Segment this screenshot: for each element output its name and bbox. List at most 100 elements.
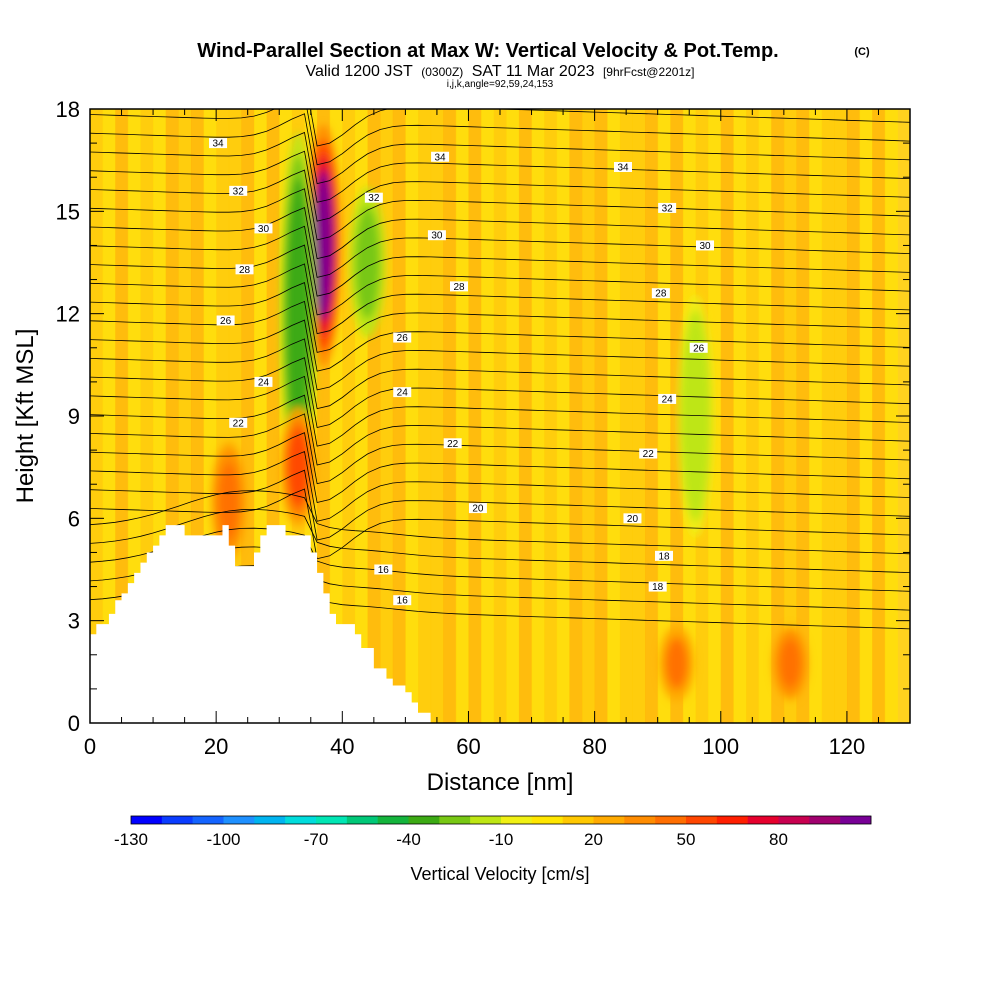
field-strip	[670, 109, 684, 723]
colorbar-swatch	[716, 816, 748, 824]
colorbar-swatch	[501, 816, 533, 824]
contour-label-bg	[209, 138, 228, 149]
contour-line	[90, 113, 910, 185]
colorbar-swatch	[747, 816, 779, 824]
contour-label: 26	[693, 343, 705, 354]
x-tick-label: 100	[702, 734, 739, 759]
contour-label: 18	[658, 551, 670, 562]
contour-label: 34	[435, 152, 447, 163]
title-mark: (C)	[854, 46, 870, 58]
colorbar-swatch	[285, 816, 317, 824]
contour-label: 18	[652, 582, 664, 593]
field-strip	[607, 109, 621, 723]
contour-label-bg	[229, 417, 248, 428]
x-tick-label: 0	[84, 734, 96, 759]
contour-lines	[90, 109, 910, 630]
updraft-core	[780, 639, 801, 687]
colorbar-swatch	[131, 816, 163, 824]
colorbar-tick-label: 50	[677, 830, 696, 849]
field-strip	[468, 109, 482, 723]
contour-label: 28	[239, 265, 251, 276]
field-strip	[884, 109, 898, 723]
contour-label-bg	[651, 288, 670, 299]
contour-label-bg	[393, 595, 412, 606]
contour-line	[90, 450, 910, 522]
colorbar-tick-label: -130	[114, 830, 148, 849]
colorbar-swatch	[470, 816, 502, 824]
colorbar-swatch	[161, 816, 193, 824]
contour-label-bg	[393, 387, 412, 398]
colorbar-swatch	[624, 816, 656, 824]
subtitle-forecast: [9hrFcst@2201z]	[603, 65, 695, 79]
contour-label-bg	[658, 202, 677, 213]
contour-line	[90, 319, 910, 391]
colorbar-tick-label: -40	[396, 830, 421, 849]
contour-labels: 34 34 34 32 32 32 30 30 30 28 28 28 26 26 26 24 24 24 22 22…	[209, 138, 714, 607]
colorbar-swatch	[346, 816, 378, 824]
colorbar-swatch	[531, 816, 563, 824]
downdraft-core	[288, 201, 309, 427]
contour-label-bg	[216, 315, 235, 326]
x-tick-label: 60	[456, 734, 480, 759]
contour-label: 30	[699, 241, 711, 252]
contour-line	[90, 207, 910, 278]
colorbar-frame	[130, 815, 872, 825]
colorbar-swatch	[192, 816, 224, 824]
contour-line	[90, 432, 910, 503]
y-tick-labels: 0 3 6 9 12 15 18	[56, 97, 80, 736]
field-strip	[645, 109, 659, 723]
contour-line	[90, 150, 910, 222]
colorbar-swatch	[840, 816, 872, 824]
contour-line	[90, 263, 910, 335]
y-tick-label: 3	[68, 609, 80, 634]
field-strip	[544, 109, 558, 723]
colorbar-swatch	[408, 816, 440, 824]
contour-line	[310, 109, 910, 147]
contour-label-bg	[689, 342, 708, 353]
contour-label-bg	[468, 503, 487, 514]
contour-line	[90, 490, 910, 555]
field-strip	[405, 109, 419, 723]
contour-label-bg	[254, 223, 273, 234]
contour-line	[90, 188, 910, 260]
contour-line	[90, 338, 910, 410]
field-strip	[783, 109, 797, 723]
colorbar-tick-label: -100	[206, 830, 240, 849]
field-strip	[872, 109, 886, 723]
field-strip	[821, 109, 835, 723]
chart-subtitle: Valid 1200 JST (0300Z) SAT 11 Mar 2023 […	[305, 63, 694, 80]
y-axis-label: Height [Kft MSL]	[12, 329, 39, 504]
x-tick-label: 40	[330, 734, 354, 759]
field-strip	[771, 109, 785, 723]
colorbar-swatch	[377, 816, 409, 824]
contour-label: 28	[453, 282, 465, 293]
field-strip	[430, 109, 444, 723]
chart-subtitle-indices: i,j,k,angle=92,59,24,153	[447, 79, 554, 90]
updraft-core	[288, 429, 309, 505]
contour-label-bg	[254, 376, 273, 387]
x-tick-labels: 0 20 40 60 80 100 120	[84, 734, 865, 759]
chart-title: Wind-Parallel Section at Max W: Vertical…	[197, 40, 778, 62]
contour-label: 32	[368, 193, 380, 204]
field-strip	[455, 109, 469, 723]
colorbar-tick-label: -70	[304, 830, 329, 849]
contour-line	[90, 394, 910, 466]
updraft-core	[218, 463, 239, 539]
contour-label: 24	[397, 388, 409, 399]
colorbar-tick-labels: -130 -100 -70 -40 -10 20 50 80	[114, 830, 788, 849]
subtitle-date: SAT 11 Mar 2023	[472, 63, 595, 80]
contour-label-bg	[427, 230, 446, 241]
contour-label-bg	[450, 281, 468, 292]
field-strip	[859, 109, 873, 723]
field-strip	[733, 109, 747, 723]
x-axis-label: Distance [nm]	[427, 769, 574, 796]
contour-label: 20	[472, 504, 484, 515]
x-tick-label: 20	[204, 734, 228, 759]
contour-label-bg	[639, 448, 658, 459]
colorbar-label: Vertical Velocity [cm/s]	[410, 864, 589, 884]
field-strip	[720, 109, 734, 723]
plot-area: 34 34 34 32 32 32 30 30 30 28 28 28 26 26 26 24 24 24 22 22…	[90, 109, 910, 723]
contour-line	[90, 282, 910, 353]
field-strip	[834, 109, 848, 723]
